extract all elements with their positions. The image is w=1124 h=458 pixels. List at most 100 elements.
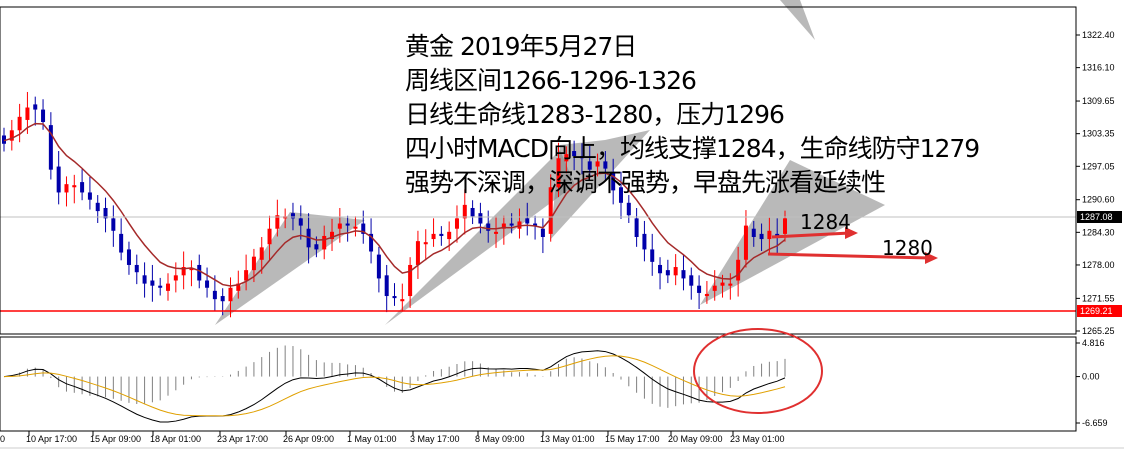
candle-body: [111, 218, 116, 231]
arrows: [767, 227, 938, 264]
time-tick-label: 23 Apr 17:00: [217, 434, 268, 444]
macd-tick-label: 4.816: [1082, 338, 1105, 348]
price-panel-border: [0, 6, 1077, 335]
candle-body: [17, 116, 22, 131]
candle-body: [611, 171, 616, 191]
candle-body: [369, 233, 374, 252]
candle-body: [486, 223, 491, 231]
candle-body: [540, 228, 545, 237]
candle-body: [783, 218, 787, 234]
time-tick-label: 00: [0, 434, 5, 444]
candle-body: [400, 299, 405, 302]
arrow-1284: [771, 231, 851, 239]
candle-body: [462, 204, 467, 219]
time-tick-label: 15 Apr 09:00: [90, 434, 141, 444]
candle-body: [704, 293, 709, 297]
candle-body: [259, 247, 264, 260]
candle-body: [353, 226, 358, 229]
candle-body: [212, 290, 217, 300]
candle-body: [439, 233, 444, 236]
macd-histogram: [11, 345, 786, 408]
moving-average-line: [3, 122, 786, 287]
candle-body: [64, 184, 69, 193]
candle-body: [626, 202, 631, 216]
candle-body: [478, 213, 483, 224]
price-tick-label: 1309.65: [1082, 96, 1115, 106]
annotation-weekly-range: 周线区间1266-1296-1326: [405, 66, 697, 95]
candle-body: [689, 275, 694, 286]
macd-tick-label: -6.659: [1082, 418, 1108, 428]
candle-body: [150, 280, 155, 286]
candle-body: [126, 249, 131, 265]
candle-body: [345, 223, 350, 226]
candle-body: [509, 223, 514, 226]
candle-body: [759, 233, 764, 240]
candle-body: [275, 215, 280, 229]
annotation-4h-macd: 四小时MACD向上，均线支撑1284，生命线防守1279: [405, 134, 980, 163]
candle-body: [2, 135, 6, 144]
annotation-strategy: 强势不深调，深调不强势，早盘先涨看延续性: [405, 168, 886, 197]
macd-axis: 4.816 0.00 -6.659: [1076, 338, 1108, 428]
candle-body: [158, 285, 163, 288]
candle-body: [290, 213, 295, 219]
candle-body: [33, 104, 38, 110]
candle-body: [134, 264, 139, 273]
candle-body: [658, 264, 663, 274]
macd-tick-label: 0.00: [1082, 372, 1100, 382]
candle-body: [228, 287, 233, 302]
candle-body: [173, 275, 178, 281]
fan-2: [385, 150, 575, 325]
time-tick-label: 8 May 09:00: [475, 434, 525, 444]
candle-body: [743, 225, 748, 260]
annotation-daily-line: 日线生命线1283-1280，压力1296: [405, 100, 785, 129]
candle-body: [587, 161, 592, 170]
candle-body: [48, 125, 53, 170]
candle-body: [431, 233, 436, 240]
time-tick-label: 3 May 17:00: [410, 434, 460, 444]
candle-body: [244, 270, 249, 281]
analysis-annotation: 黄金 2019年5月27日 周线区间1266-1296-1326 日线生命线12…: [405, 30, 980, 200]
fan-4: [700, 160, 885, 305]
fan-3: [550, 130, 650, 240]
price-tick-label: 1265.25: [1082, 326, 1115, 336]
price-tick-label: 1278.00: [1082, 260, 1115, 270]
candle-body: [337, 223, 342, 229]
candle-body: [603, 161, 608, 169]
candle-body: [634, 218, 639, 237]
price-tick-label: 1284.30: [1082, 227, 1115, 237]
time-tick-label: 13 May 01:00: [540, 434, 595, 444]
candle-body: [166, 283, 171, 291]
candle-body: [9, 130, 14, 141]
signal-line: [3, 355, 786, 417]
time-tick-label: 15 May 17:00: [605, 434, 660, 444]
macd-line: [3, 350, 786, 423]
arrow-1280: [767, 252, 931, 260]
candle-body: [87, 192, 92, 200]
candle-body: [236, 283, 241, 291]
candle-body: [665, 270, 670, 276]
time-tick-label: 23 May 01:00: [730, 434, 785, 444]
candle-body: [454, 218, 459, 229]
candle-body: [525, 218, 530, 224]
price-tick-label: 1316.10: [1082, 63, 1115, 73]
candle-body: [548, 187, 553, 234]
candle-body: [41, 109, 46, 123]
candle-body: [423, 242, 428, 245]
candle-body: [298, 218, 303, 226]
price-tick-label: 1271.55: [1082, 293, 1115, 303]
time-tick-label: 26 Apr 09:00: [283, 434, 334, 444]
time-axis: 00 10 Apr 17:00 15 Apr 09:00 18 Apr 01:00 23…: [0, 431, 785, 444]
candle-body: [618, 187, 623, 203]
support-price-tag: [1077, 305, 1122, 317]
candle-body: [197, 264, 202, 281]
candle-body: [572, 151, 577, 157]
annotation-title: 黄金 2019年5月27日: [405, 32, 637, 61]
target-1284-label: 1284: [800, 210, 851, 234]
candle-body: [501, 223, 506, 229]
candle-body: [595, 161, 600, 167]
candle-body: [376, 254, 381, 279]
arrow-1280-head: [925, 252, 938, 264]
trend-fans: [215, 0, 885, 325]
candle-body: [642, 233, 647, 250]
